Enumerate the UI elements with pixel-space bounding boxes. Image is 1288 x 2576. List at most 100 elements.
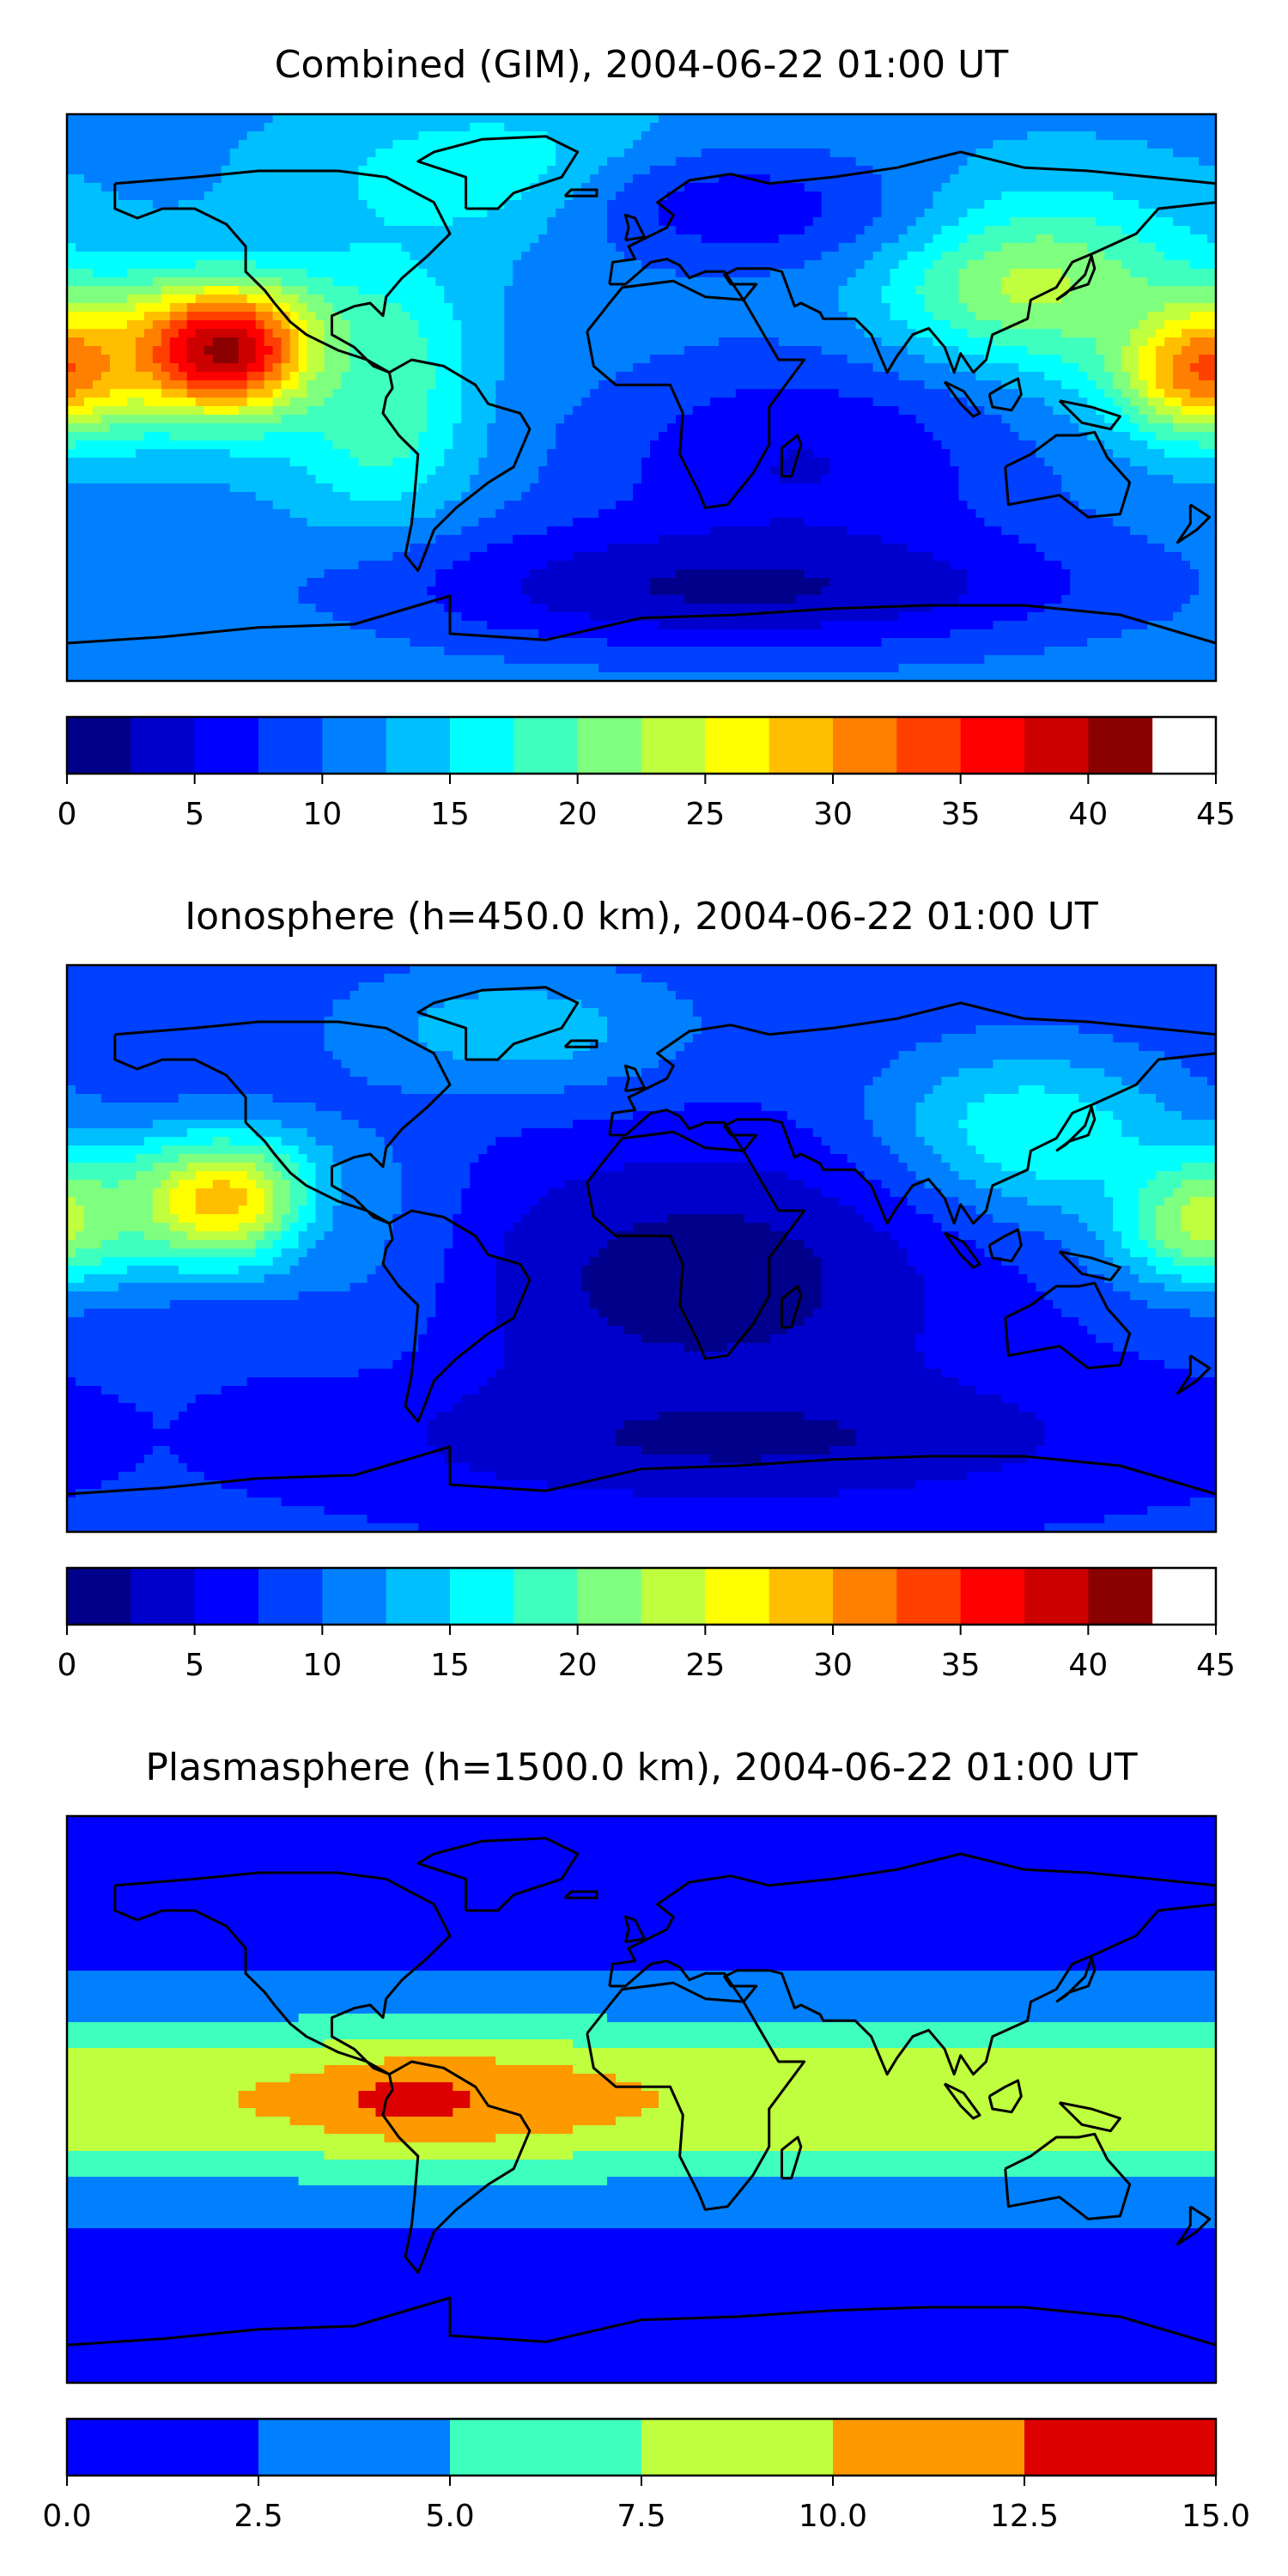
colorbar-segment bbox=[1088, 1568, 1153, 1625]
panel-title: Ionosphere (h=450.0 km), 2004-06-22 01:0… bbox=[185, 895, 1098, 939]
colorbar-segment bbox=[450, 2419, 642, 2476]
british-isles-outline bbox=[623, 1064, 647, 1093]
heatmap-field bbox=[67, 114, 1216, 681]
new-zealand-island-outline bbox=[1176, 2205, 1212, 2246]
colorbar-segment bbox=[513, 717, 579, 774]
map-panel-2: Ionosphere (h=450.0 km), 2004-06-22 01:0… bbox=[58, 895, 1236, 1683]
japan-island-outline bbox=[1055, 254, 1097, 301]
iceland-island-outline bbox=[563, 1890, 598, 1899]
colorbar-segment bbox=[258, 717, 323, 774]
borneo-island-outline bbox=[987, 1228, 1023, 1263]
colorbar-tick-label: 25 bbox=[685, 1648, 725, 1683]
colorbar-tick-label: 5.0 bbox=[425, 2499, 474, 2534]
sumatra-island-outline bbox=[943, 1231, 981, 1269]
europe-asia-outline bbox=[608, 150, 1216, 374]
colorbar-segment bbox=[194, 717, 259, 774]
africa-outline bbox=[586, 1130, 806, 1360]
colorbar-segment bbox=[322, 717, 387, 774]
madagascar-island-outline bbox=[781, 434, 803, 478]
colorbar-segment bbox=[960, 1568, 1025, 1625]
panel-title: Plasmasphere (h=1500.0 km), 2004-06-22 0… bbox=[145, 1746, 1137, 1789]
colorbar-tick-label: 2.5 bbox=[234, 2499, 283, 2534]
australia-outline bbox=[1004, 1281, 1132, 1370]
colorbar-tick-label: 35 bbox=[941, 1648, 981, 1683]
colorbar-segment bbox=[705, 1568, 770, 1625]
antarctica-outline bbox=[67, 2296, 1216, 2347]
colorbar-tick-label: 20 bbox=[558, 1648, 598, 1683]
europe-asia-outline bbox=[608, 1001, 1216, 1225]
map-panel-3: Plasmasphere (h=1500.0 km), 2004-06-22 0… bbox=[42, 1746, 1250, 2534]
colorbar-segment bbox=[769, 1568, 834, 1625]
colorbar-segment bbox=[1024, 1568, 1089, 1625]
colorbar-segment bbox=[833, 717, 897, 774]
colorbar-tick-label: 15 bbox=[430, 1648, 470, 1683]
map-panel-1: Combined (GIM), 2004-06-22 01:00 UT 0 5 10 1… bbox=[58, 43, 1236, 832]
colorbar-segment bbox=[131, 1568, 196, 1625]
colorbar-frame bbox=[65, 715, 1218, 775]
colorbar-segment bbox=[1088, 717, 1153, 774]
new-zealand-island-outline bbox=[1176, 503, 1212, 544]
colorbar-tick-label: 12.5 bbox=[990, 2499, 1059, 2534]
south-america-outline bbox=[381, 358, 532, 573]
colorbar: 0.0 2.5 5.0 7.5 10.0 12.5 15.0 bbox=[42, 2417, 1250, 2534]
colorbar-segment bbox=[769, 717, 834, 774]
colorbar-tick-label: 25 bbox=[685, 797, 725, 832]
japan-island-outline bbox=[1055, 1956, 1097, 2003]
colorbar-tick-label: 0 bbox=[58, 797, 77, 832]
north-america-outline bbox=[113, 1871, 452, 2076]
colorbar-tick-label: 40 bbox=[1068, 1648, 1108, 1683]
colorbar-segment bbox=[1024, 717, 1089, 774]
antarctica-outline bbox=[67, 594, 1216, 645]
colorbar-segment bbox=[1024, 2419, 1217, 2476]
colorbar-tick-label: 40 bbox=[1068, 797, 1108, 832]
colorbar: 0 5 10 15 20 25 30 35 40 45 bbox=[58, 1566, 1236, 1683]
colorbar-segment bbox=[322, 1568, 387, 1625]
colorbar-segment bbox=[833, 1568, 897, 1625]
antarctica-outline bbox=[67, 1445, 1216, 1496]
colorbar-segment bbox=[386, 717, 451, 774]
north-america-outline bbox=[113, 1020, 452, 1225]
australia-outline bbox=[1004, 430, 1132, 519]
colorbar-segment bbox=[258, 2419, 451, 2476]
colorbar-segment bbox=[833, 2419, 1025, 2476]
colorbar-tick-label: 45 bbox=[1196, 1648, 1236, 1683]
sumatra-island-outline bbox=[943, 2082, 981, 2120]
colorbar-frame bbox=[65, 1566, 1218, 1626]
colorbar-tick-label: 5 bbox=[185, 1648, 204, 1683]
colorbar-segment bbox=[960, 717, 1025, 774]
colorbar-segment bbox=[896, 717, 962, 774]
colorbar-tick-label: 35 bbox=[941, 797, 981, 832]
coastlines bbox=[67, 135, 1216, 645]
map-frame bbox=[65, 1814, 1218, 2385]
iceland-island-outline bbox=[563, 1039, 598, 1048]
colorbar-segment bbox=[450, 717, 514, 774]
borneo-island-outline bbox=[987, 2079, 1023, 2114]
madagascar-island-outline bbox=[781, 1285, 803, 1329]
colorbar-segment bbox=[641, 1568, 706, 1625]
greenland-outline bbox=[416, 135, 580, 210]
australia-outline bbox=[1004, 2132, 1132, 2221]
british-isles-outline bbox=[623, 1915, 647, 1944]
colorbar-segment bbox=[577, 717, 642, 774]
colorbar-tick-label: 0.0 bbox=[42, 2499, 91, 2534]
colorbar-tick-label: 0 bbox=[58, 1648, 77, 1683]
heatmap-field bbox=[67, 965, 1216, 1532]
colorbar-tick-label: 5 bbox=[185, 797, 204, 832]
borneo-island-outline bbox=[987, 377, 1023, 412]
colorbar-tick-label: 10 bbox=[302, 1648, 342, 1683]
colorbar-segment bbox=[513, 1568, 579, 1625]
colorbar-segment bbox=[577, 1568, 642, 1625]
map-frame bbox=[65, 963, 1218, 1534]
colorbar-segment bbox=[194, 1568, 259, 1625]
colorbar-tick-label: 20 bbox=[558, 797, 598, 832]
greenland-outline bbox=[416, 1837, 580, 1912]
coastlines bbox=[67, 1837, 1216, 2347]
colorbar-tick-label: 15 bbox=[430, 797, 470, 832]
madagascar-island-outline bbox=[781, 2136, 803, 2180]
colorbar-segment bbox=[67, 1568, 131, 1625]
iceland-island-outline bbox=[563, 188, 598, 197]
colorbar-segment bbox=[131, 717, 196, 774]
colorbar-segment bbox=[67, 2419, 259, 2476]
north-america-outline bbox=[113, 169, 452, 374]
